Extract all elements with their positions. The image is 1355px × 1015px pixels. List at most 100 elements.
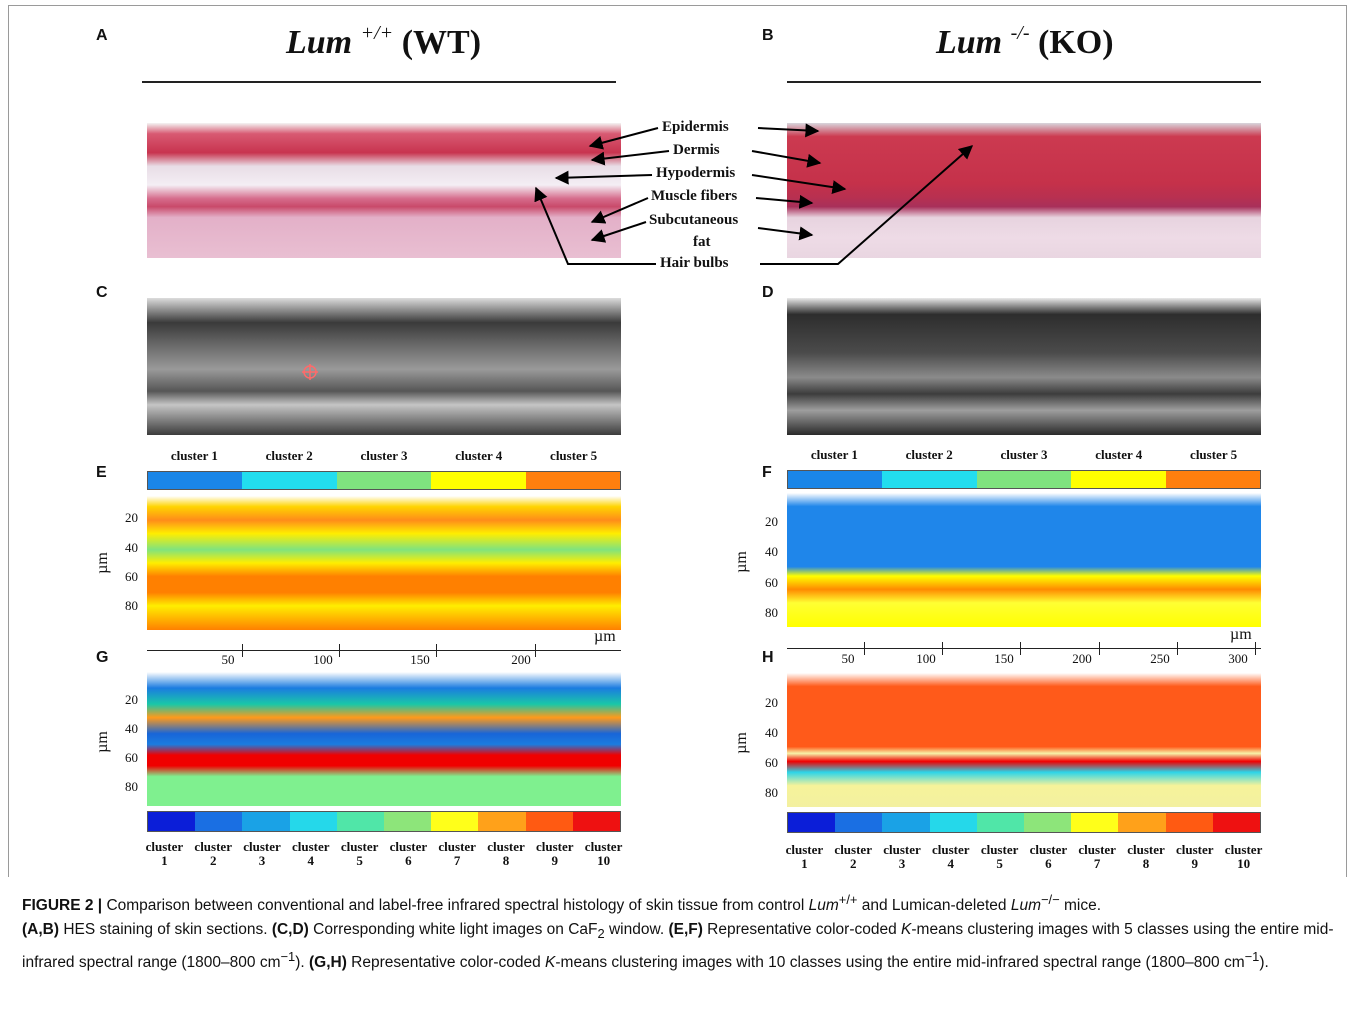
- legend10-label-number: 6: [1045, 856, 1052, 871]
- legend10-label: cluster 9: [1170, 843, 1219, 871]
- caption-text: Comparison between conventional and labe…: [102, 897, 809, 915]
- x-tick-label: 250: [1150, 651, 1170, 666]
- x-tick-label: 150: [994, 651, 1014, 666]
- arrow-dermis-right: [751, 150, 822, 168]
- arrow-subcut-right: [757, 226, 814, 241]
- x-axis-unit-right: µm: [1230, 626, 1252, 643]
- legend10-swatch: [336, 812, 385, 831]
- legend10-swatch: [976, 813, 1025, 832]
- legend10-label-number: 4: [947, 856, 955, 871]
- legend5-swatch: [148, 472, 243, 489]
- x-tick-mark: [339, 644, 340, 657]
- caption-superscript: −/−: [1041, 892, 1060, 907]
- genotype-heading-wt: Lum +/+ (WT): [286, 22, 481, 62]
- x-tick-label: 50: [221, 652, 235, 667]
- x-axis-left: [147, 650, 621, 651]
- legend10-label: cluster 7: [433, 840, 482, 868]
- legend10-swatch: [384, 812, 432, 831]
- legend10-label-word: cluster: [389, 839, 428, 854]
- annotation-hair-bulbs: Hair bulbs: [660, 255, 729, 271]
- legend10-label: cluster 10: [579, 840, 628, 868]
- legend10-label-word: cluster: [536, 839, 574, 854]
- arrow-muscle-right: [755, 194, 814, 209]
- white-light-image-wt: [147, 298, 621, 435]
- caption-panel-ref: (C,D): [271, 920, 309, 938]
- legend10-label: cluster 8: [482, 840, 531, 868]
- caption-gene: Lum: [1010, 897, 1041, 915]
- x-tick-mark: [942, 642, 943, 655]
- caption-figure-number: FIGURE 2 |: [22, 897, 103, 915]
- x-tick-mark: [864, 642, 865, 655]
- legend10-label-number: 7: [1093, 856, 1101, 871]
- x-tick-label: 300: [1228, 651, 1248, 666]
- legend5-label: cluster 4: [455, 448, 503, 463]
- caption-text: and Lumican-deleted: [857, 897, 1011, 915]
- arrow-hair-right: [760, 145, 974, 265]
- caption-superscript: −1: [280, 949, 296, 965]
- arrow-hair-left: [534, 186, 656, 265]
- x-tick-mark: [1177, 642, 1178, 655]
- legend5-label: cluster 5: [550, 448, 598, 463]
- caption-panel-ref: (A,B): [22, 920, 60, 938]
- kmeans10-map-wt: [147, 672, 621, 806]
- genotype-heading-ko: Lum -/- (KO): [936, 22, 1114, 62]
- legend5-swatch: [976, 471, 1072, 488]
- legend10-label-word: cluster: [584, 839, 623, 854]
- y-tick-e: 80: [125, 598, 138, 613]
- y-tick-e: 20: [125, 510, 138, 525]
- x-axis-unit-left: µm: [594, 628, 616, 645]
- x-tick-label: 200: [511, 652, 531, 667]
- panel-label-a: A: [96, 27, 108, 44]
- legend10-label-word: cluster: [785, 842, 824, 857]
- legend10-label-word: cluster: [487, 839, 525, 854]
- legend10-label-word: cluster: [194, 839, 232, 854]
- legend10-label-number: 6: [405, 853, 412, 868]
- legend10-swatch: [882, 813, 930, 832]
- caption-italic: K: [545, 954, 556, 972]
- legend10-label-word: cluster: [292, 839, 330, 854]
- panel-label-b: B: [762, 27, 774, 44]
- caption-panel-ref: (G,H): [308, 954, 347, 972]
- legend5-swatch: [336, 472, 432, 489]
- legend10-swatch: [478, 812, 526, 831]
- caption-text: ).: [295, 954, 309, 972]
- genotype-superscript: +/+: [360, 22, 394, 44]
- legend5-label: cluster 2: [905, 447, 953, 462]
- legend10-label-word: cluster: [1127, 842, 1165, 857]
- legend5-label: cluster 5: [1190, 447, 1238, 462]
- legend5-bar-ko: [787, 470, 1261, 489]
- legend10-label: cluster 4: [926, 843, 975, 871]
- x-tick-mark: [436, 644, 437, 657]
- caption-subscript: 2: [597, 925, 605, 941]
- legend5-swatch: [882, 471, 977, 488]
- gene-name: Lum: [936, 24, 1003, 61]
- legend5-labels-ko: cluster 1 cluster 2 cluster 3 cluster 4 …: [787, 447, 1261, 463]
- legend10-swatch: [1212, 813, 1261, 832]
- legend10-label-number: 8: [502, 853, 510, 868]
- x-tick-label: 100: [916, 651, 936, 666]
- legend10-label: cluster 6: [384, 840, 433, 868]
- legend10-labels-wt: cluster 1 cluster 2 cluster 3 cluster 4 clus…: [140, 840, 628, 868]
- legend10-label-word: cluster: [883, 842, 921, 857]
- legend10-labels-ko: cluster 1 cluster 2 cluster 3 cluster 4 clus…: [780, 843, 1268, 871]
- x-tick-mark: [1255, 642, 1256, 655]
- crosshair-marker-icon: [302, 364, 318, 380]
- arrow-subcut-left: [590, 221, 647, 243]
- y-tick-f: 60: [765, 575, 778, 590]
- annotation-subcutaneous: Subcutaneous: [649, 212, 739, 228]
- legend10-label-number: 2: [209, 853, 217, 868]
- legend10-swatch: [1071, 813, 1119, 832]
- legend5-swatch: [788, 471, 883, 488]
- y-tick-f: 20: [765, 514, 778, 529]
- legend10-label-number: 2: [849, 856, 857, 871]
- arrow-muscle-left: [590, 197, 649, 224]
- y-tick-e: 40: [125, 540, 138, 555]
- legend10-label-number: 3: [898, 856, 906, 871]
- x-tick-mark: [1020, 642, 1021, 655]
- legend10-label-number: 9: [551, 853, 559, 868]
- legend10-label: cluster 10: [1219, 843, 1268, 871]
- panel-label-e: E: [96, 464, 107, 481]
- y-tick-f: 40: [765, 544, 778, 559]
- genotype-superscript: -/-: [1010, 22, 1030, 44]
- legend10-label-number: 10: [597, 853, 611, 868]
